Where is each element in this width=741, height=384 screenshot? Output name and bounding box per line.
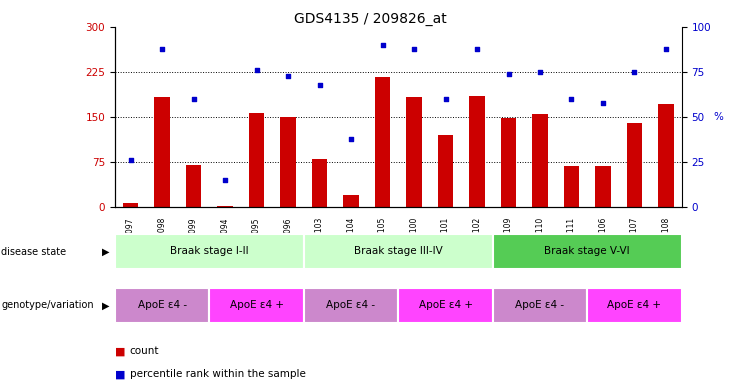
Bar	[438, 135, 453, 207]
Bar	[304, 288, 399, 323]
Point	[597, 99, 609, 106]
Y-axis label: %: %	[713, 112, 723, 122]
Text: ▶: ▶	[102, 247, 110, 257]
Point	[124, 157, 136, 164]
Bar	[249, 113, 265, 207]
Text: Braak stage V-VI: Braak stage V-VI	[545, 246, 630, 256]
Point	[439, 96, 451, 102]
Bar	[154, 97, 170, 207]
Text: ApoE ε4 +: ApoE ε4 +	[608, 300, 662, 310]
Text: ■: ■	[115, 346, 129, 356]
Point	[219, 177, 231, 184]
Text: ApoE ε4 -: ApoE ε4 -	[516, 300, 565, 310]
Point	[313, 81, 325, 88]
Point	[408, 45, 420, 51]
Bar	[186, 165, 202, 207]
Bar	[304, 234, 493, 269]
Bar	[115, 288, 209, 323]
Bar	[501, 118, 516, 207]
Bar	[469, 96, 485, 207]
Bar	[588, 288, 682, 323]
Bar	[595, 166, 611, 207]
Text: Braak stage I-II: Braak stage I-II	[170, 246, 249, 256]
Point	[376, 42, 388, 48]
Text: disease state: disease state	[1, 247, 67, 257]
Text: ApoE ε4 +: ApoE ε4 +	[230, 300, 284, 310]
Point	[660, 45, 672, 51]
Bar	[399, 288, 493, 323]
Bar	[627, 123, 642, 207]
Text: Braak stage III-IV: Braak stage III-IV	[354, 246, 442, 256]
Text: GDS4135 / 209826_at: GDS4135 / 209826_at	[294, 12, 447, 25]
Bar	[564, 166, 579, 207]
Bar	[343, 195, 359, 207]
Bar	[312, 159, 328, 207]
Point	[534, 69, 546, 75]
Text: ApoE ε4 +: ApoE ε4 +	[419, 300, 473, 310]
Point	[471, 45, 483, 51]
Bar	[115, 234, 304, 269]
Point	[628, 69, 640, 75]
Bar	[532, 114, 548, 207]
Point	[156, 45, 168, 51]
Bar	[209, 288, 304, 323]
Bar	[375, 77, 391, 207]
Text: ApoE ε4 -: ApoE ε4 -	[327, 300, 376, 310]
Text: count: count	[130, 346, 159, 356]
Point	[565, 96, 577, 102]
Bar	[406, 97, 422, 207]
Point	[250, 67, 262, 73]
Bar	[123, 202, 139, 207]
Point	[187, 96, 199, 102]
Text: percentile rank within the sample: percentile rank within the sample	[130, 369, 305, 379]
Text: ApoE ε4 -: ApoE ε4 -	[138, 300, 187, 310]
Text: ▶: ▶	[102, 300, 110, 310]
Point	[502, 71, 514, 77]
Bar	[493, 234, 682, 269]
Bar	[658, 104, 674, 207]
Text: ■: ■	[115, 369, 129, 379]
Text: genotype/variation: genotype/variation	[1, 300, 94, 310]
Point	[345, 136, 357, 142]
Bar	[280, 117, 296, 207]
Bar	[217, 206, 233, 207]
Bar	[493, 288, 587, 323]
Point	[282, 73, 294, 79]
